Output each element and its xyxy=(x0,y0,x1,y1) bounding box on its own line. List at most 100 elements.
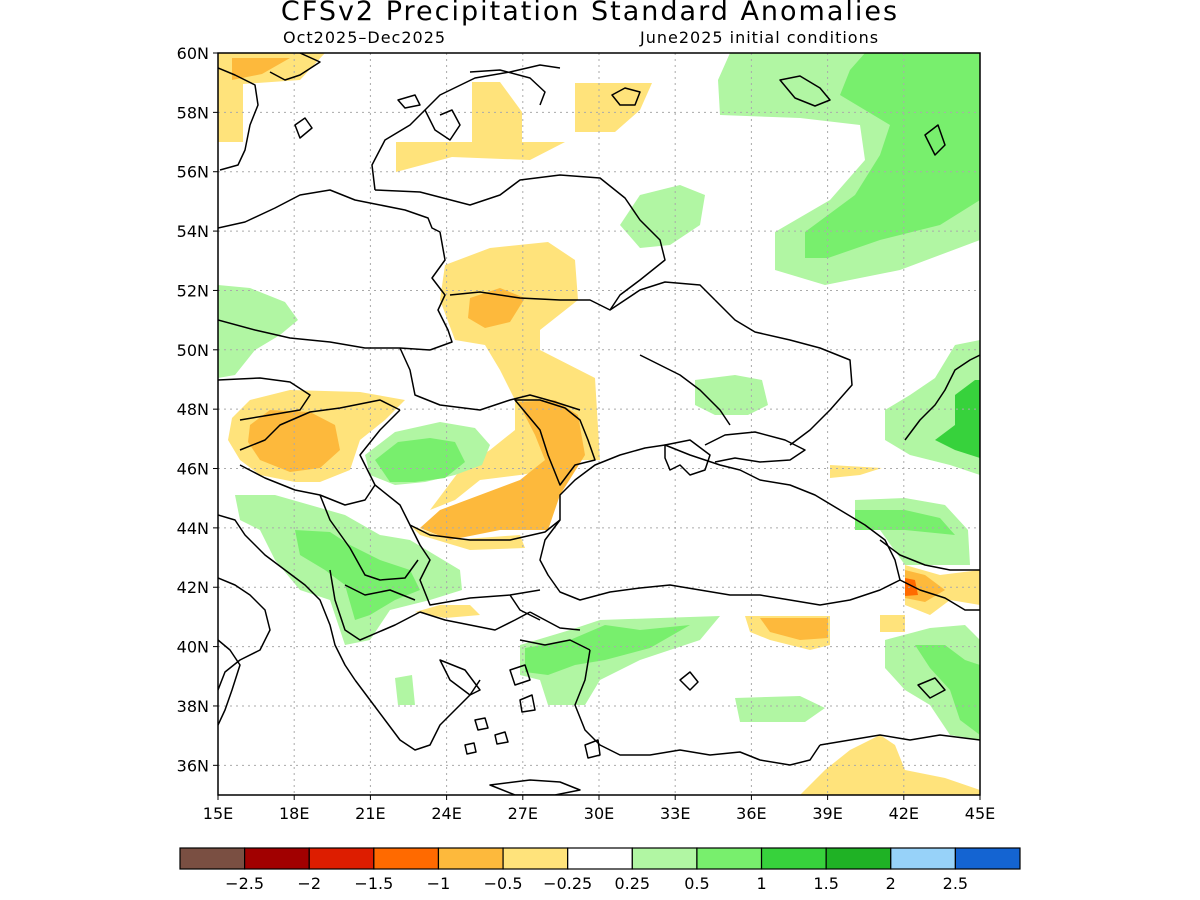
coastline-baltic-south xyxy=(218,189,441,233)
colorbar-label: −0.25 xyxy=(543,874,592,893)
colorbar-label: −1.5 xyxy=(354,874,393,893)
colorbar-label: 1.5 xyxy=(813,874,838,893)
lat-tick-label: 60N xyxy=(177,44,209,63)
coastline-italy xyxy=(218,577,271,691)
coastline-adriatic xyxy=(218,514,356,681)
lat-tick-label: 52N xyxy=(177,281,209,300)
anomaly-wet-turkey-south xyxy=(735,696,825,722)
lat-tick-label: 54N xyxy=(177,222,209,241)
lat-tick-label: 38N xyxy=(177,697,209,716)
island-saaremaa xyxy=(397,94,421,109)
anomaly-wet-russia-core xyxy=(805,53,980,258)
lake-van xyxy=(917,677,946,699)
islands-cyclades xyxy=(464,717,509,755)
border-austria xyxy=(218,377,311,421)
anomaly-wet-belarus xyxy=(620,185,705,248)
lake-ladoga xyxy=(611,87,641,106)
lat-tick-label: 42N xyxy=(177,578,209,597)
lat-tick-label: 44N xyxy=(177,519,209,538)
anomaly-dry-moldova-core xyxy=(420,400,585,540)
coastline-azov xyxy=(704,431,806,463)
forecast-period: Oct2025–Dec2025 xyxy=(283,28,447,47)
anomaly-dry-romania-south xyxy=(410,525,525,550)
lat-tick-label: 46N xyxy=(177,460,209,479)
anomaly-dry-baltic-east xyxy=(575,83,652,132)
colorbar-label: −2 xyxy=(297,874,321,893)
lat-tick-label: 40N xyxy=(177,638,209,657)
anomaly-dry-greece-north xyxy=(415,605,480,618)
colorbar-label: 0.5 xyxy=(684,874,709,893)
colorbar-swatch xyxy=(631,847,698,870)
colorbar-swatch xyxy=(502,847,569,870)
lat-tick-label: 48N xyxy=(177,400,209,419)
colorbar-label: −1 xyxy=(427,874,451,893)
coastline-baltic-states xyxy=(371,64,561,191)
island-lesbos xyxy=(509,664,531,686)
lon-tick-label: 42E xyxy=(889,804,919,823)
anomaly-dry-baltic xyxy=(396,82,565,172)
colorbar-label: 2.5 xyxy=(943,874,968,893)
colorbar-swatch xyxy=(760,847,827,870)
anomaly-wet-balkans-core xyxy=(295,530,420,620)
colorbar-label: 0.25 xyxy=(614,874,650,893)
colorbar-swatch xyxy=(954,847,1021,870)
coastline-greece-west xyxy=(354,679,481,751)
border-north-macedonia xyxy=(344,584,416,601)
anomaly-dry-kuban xyxy=(830,465,882,478)
lon-tick-label: 36E xyxy=(736,804,766,823)
anomaly-very-dry-georgia xyxy=(905,578,918,596)
anomaly-wet-caucasus-core xyxy=(855,510,955,535)
map-grid xyxy=(218,53,980,795)
colorbar-swatch xyxy=(825,847,892,870)
river-dnieper xyxy=(639,354,731,426)
border-turkey-greece xyxy=(509,594,541,621)
coastline-gulf-riga xyxy=(424,109,461,141)
colorbar-swatch xyxy=(179,847,246,870)
reservoir-rybinsk xyxy=(924,124,946,156)
border-turkey-georgia xyxy=(899,579,980,611)
colorbar-swatch xyxy=(308,847,375,870)
coastlines-borders xyxy=(218,53,980,795)
border-caucasus xyxy=(879,539,980,571)
island-rhodes xyxy=(584,739,601,759)
initial-conditions: June2025 initial conditions xyxy=(640,28,880,47)
anomaly-wet-volga-core xyxy=(935,380,980,458)
border-albania-greece xyxy=(329,569,421,641)
lat-tick-label: 36N xyxy=(177,756,209,775)
colorbar-swatch xyxy=(567,847,633,870)
island-gotland xyxy=(294,117,313,139)
lon-tick-label: 15E xyxy=(203,804,233,823)
lake-tuz xyxy=(679,671,699,691)
anomaly-wet-turkey-core xyxy=(525,625,690,675)
coastline-crimea xyxy=(664,439,711,476)
anomaly-wet-turkey xyxy=(520,616,720,705)
anomaly-wet-czech xyxy=(218,285,298,378)
anomaly-dry-turkey-north-core xyxy=(760,618,828,640)
border-hungary xyxy=(239,399,401,451)
island-euboea xyxy=(439,659,481,696)
coastline-black-sea xyxy=(539,444,901,606)
border-ukraine-south xyxy=(399,347,581,411)
lon-tick-label: 18E xyxy=(279,804,309,823)
lat-tick-label: 56N xyxy=(177,163,209,182)
anomaly-dry-turkey-ne xyxy=(880,615,905,632)
island-chios xyxy=(519,694,536,713)
chart-title: CFSv2 Precipitation Standard Anomalies xyxy=(280,0,900,27)
anomaly-dry-poland-core xyxy=(468,288,525,328)
lon-tick-label: 45E xyxy=(965,804,995,823)
border-bosnia-serbia xyxy=(319,494,419,581)
border-belarus-ukraine xyxy=(449,281,716,311)
lat-tick-label: 58N xyxy=(177,103,209,122)
coastline-sweden xyxy=(218,67,259,171)
river-volga xyxy=(904,354,980,441)
coastline-marmara xyxy=(519,639,591,651)
colorbar-swatch xyxy=(696,847,763,870)
colorbar: −2.5 −2 −1.5 −1 −0.5 −0.25 0.25 0.5 1 1.5 2 2.5 xyxy=(179,847,1021,893)
coastline-gulf-finland xyxy=(469,69,546,106)
lat-tick-label: 50N xyxy=(177,341,209,360)
colorbar-label: 2 xyxy=(886,874,896,893)
lon-tick-label: 27E xyxy=(508,804,538,823)
lon-tick-label: 21E xyxy=(355,804,385,823)
colorbar-label: −0.5 xyxy=(484,874,523,893)
